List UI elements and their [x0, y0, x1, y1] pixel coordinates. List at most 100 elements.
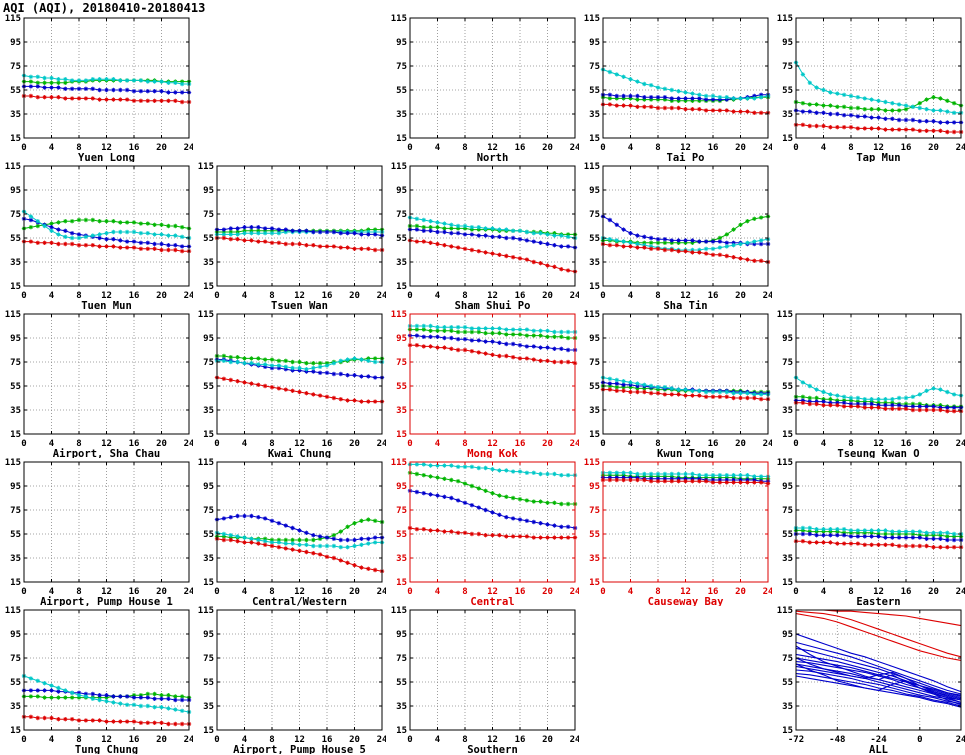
y-tick-label: 15: [782, 430, 793, 440]
x-tick-label: 20: [542, 439, 553, 449]
x-tick-label: 12: [101, 587, 112, 597]
chart-mong-kok: 15 35 55 75 95 115 0 4 8 12 16 20 24 Mong Kok: [386, 310, 581, 460]
x-tick-label: 8: [462, 587, 467, 597]
y-tick-label: 115: [198, 310, 214, 320]
chart-svg-kwai-chung: 15 35 55 75 95 115 0 4 8 12 16 20 24 Kwai Chung: [198, 310, 388, 460]
chart-tuen-mun: 15 35 55 75 95 115 0 4 8 12 16 20 24 Tuen Mun: [0, 162, 195, 312]
x-tick-label: 8: [462, 439, 467, 449]
x-tick-label: 8: [76, 143, 81, 153]
y-tick-label: 15: [10, 134, 21, 144]
y-tick-label: 115: [5, 310, 21, 320]
x-tick-label: 12: [101, 439, 112, 449]
y-tick-label: 15: [782, 578, 793, 588]
empty-cell: [193, 14, 386, 162]
x-tick-label: 8: [848, 587, 853, 597]
station-label: Kwun Tong: [657, 448, 714, 458]
y-tick-label: 55: [10, 382, 21, 392]
chart-sham-shui-po: 15 35 55 75 95 115 0 4 8 12 16 20 24 Sham Shui Po: [386, 162, 581, 312]
x-tick-label: 16: [901, 587, 912, 597]
x-tick-label: 24: [956, 439, 965, 449]
x-tick-label: 0: [917, 735, 922, 745]
x-tick-label: 20: [928, 143, 939, 153]
series-markers-cyan: [793, 375, 964, 402]
x-tick-label: 0: [214, 291, 219, 301]
x-tick-label: 24: [570, 143, 579, 153]
y-tick-label: 95: [396, 38, 407, 48]
x-tick-label: 12: [294, 735, 305, 745]
series-blue: [795, 675, 962, 708]
chart-all: 15 35 55 75 95 115 -72 -48 -24 0 24 ALL: [772, 606, 965, 755]
y-tick-label: 75: [396, 62, 407, 72]
y-tick-label: 115: [391, 458, 407, 468]
y-tick-label: 15: [589, 282, 600, 292]
x-tick-label: 4: [242, 439, 248, 449]
chart-svg-central: 15 35 55 75 95 115 0 4 8 12 16 20 24 Central: [391, 458, 581, 608]
x-tick-label: 4: [49, 439, 55, 449]
series-blue: [795, 653, 962, 699]
station-label: Eastern: [856, 596, 900, 606]
series-blue: [795, 645, 962, 703]
x-tick-label: 8: [76, 291, 81, 301]
y-tick-label: 35: [396, 258, 407, 268]
y-tick-label: 95: [782, 38, 793, 48]
x-tick-label: 0: [407, 735, 412, 745]
station-label: Central/Western: [252, 596, 347, 606]
y-tick-label: 115: [777, 606, 793, 616]
y-tick-label: 95: [10, 38, 21, 48]
y-tick-label: 55: [396, 678, 407, 688]
x-tick-label: 24: [184, 735, 193, 745]
y-tick-label: 15: [782, 134, 793, 144]
y-tick-label: 95: [203, 630, 214, 640]
x-tick-label: 4: [821, 143, 827, 153]
x-tick-label: 12: [101, 735, 112, 745]
y-tick-label: 115: [777, 458, 793, 468]
x-tick-label: 20: [542, 143, 553, 153]
y-tick-label: 35: [396, 554, 407, 564]
x-tick-label: 20: [542, 735, 553, 745]
chart-eastern: 15 35 55 75 95 115 0 4 8 12 16 20 24 Eastern: [772, 458, 965, 608]
y-tick-label: 75: [782, 358, 793, 368]
x-tick-label: 12: [487, 735, 498, 745]
x-tick-label: 12: [294, 439, 305, 449]
station-label: Tung Chung: [75, 744, 138, 754]
x-tick-label: 4: [628, 587, 634, 597]
x-tick-label: 8: [76, 587, 81, 597]
y-tick-label: 115: [584, 310, 600, 320]
x-tick-label: 20: [349, 291, 360, 301]
x-tick-label: 20: [735, 291, 746, 301]
x-tick-label: 24: [184, 143, 193, 153]
y-tick-label: 115: [584, 14, 600, 24]
y-tick-label: 55: [203, 530, 214, 540]
x-tick-label: 16: [129, 587, 140, 597]
chart-kwun-tong: 15 35 55 75 95 115 0 4 8 12 16 20 24 Kwun Tong: [579, 310, 774, 460]
y-tick-label: 75: [396, 506, 407, 516]
charts-grid: 15 35 55 75 95 115 0 4 8 12 16 20 24 Yuen Long 15 35 55…: [0, 14, 965, 755]
y-tick-label: 35: [782, 406, 793, 416]
chart-sha-tin: 15 35 55 75 95 115 0 4 8 12 16 20 24 Sha Tin: [579, 162, 774, 312]
chart-svg-airport-sha-chau: 15 35 55 75 95 115 0 4 8 12 16 20 24 Airport, Sha Cha…: [5, 310, 195, 460]
chart-svg-yuen-long: 15 35 55 75 95 115 0 4 8 12 16 20 24 Yuen Long: [5, 14, 195, 164]
y-tick-label: 55: [782, 86, 793, 96]
x-tick-label: 8: [462, 291, 467, 301]
y-tick-label: 75: [396, 210, 407, 220]
station-label: Airport, Pump House 5: [233, 744, 366, 754]
series-markers-red: [600, 102, 771, 115]
x-tick-label: 8: [462, 735, 467, 745]
y-tick-label: 75: [203, 358, 214, 368]
x-tick-label: 0: [21, 587, 26, 597]
x-tick-label: 20: [542, 587, 553, 597]
y-tick-label: 95: [782, 482, 793, 492]
y-tick-label: 95: [396, 186, 407, 196]
x-tick-label: 20: [542, 291, 553, 301]
x-tick-label: -72: [788, 735, 804, 745]
chart-airport-pump-house-5: 15 35 55 75 95 115 0 4 8 12 16 20 24 Airport, Pump Ho…: [193, 606, 388, 755]
y-tick-label: 95: [10, 482, 21, 492]
x-tick-label: 24: [184, 439, 193, 449]
x-tick-label: 16: [708, 143, 719, 153]
series-blue: [795, 641, 962, 695]
x-tick-label: 20: [735, 439, 746, 449]
x-tick-label: 16: [515, 587, 526, 597]
x-tick-label: 16: [515, 143, 526, 153]
y-tick-label: 35: [203, 406, 214, 416]
y-tick-label: 75: [203, 210, 214, 220]
